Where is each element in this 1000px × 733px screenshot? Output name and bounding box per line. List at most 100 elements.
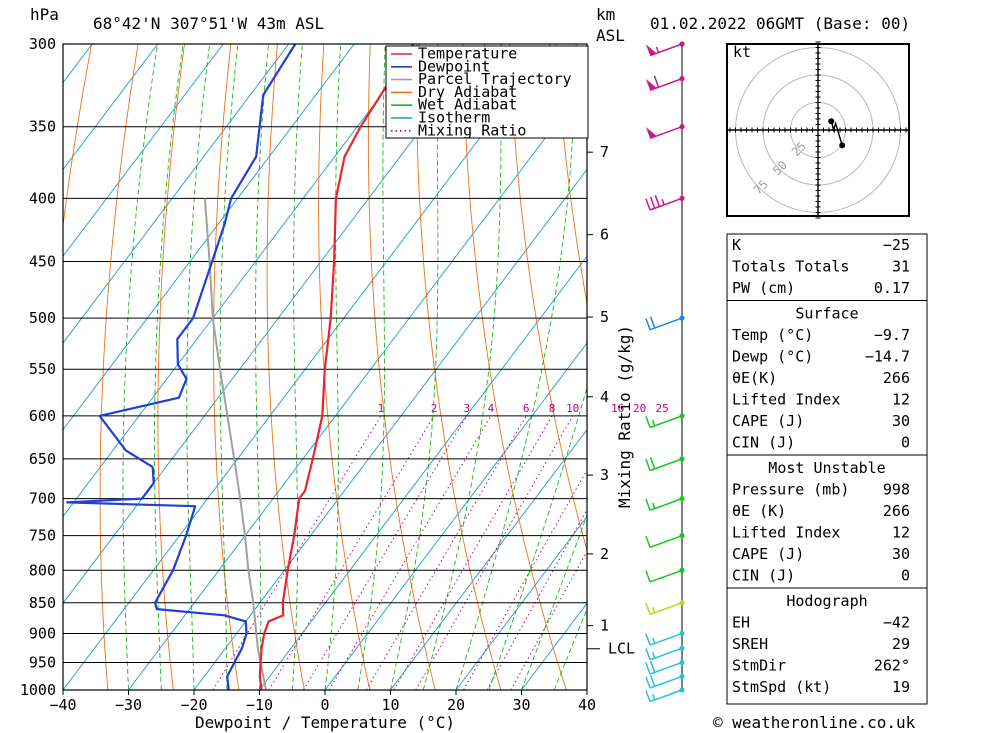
table-row-label: EH	[732, 614, 750, 632]
wind-barb-shaft	[649, 602, 683, 616]
dry-adiabat-line	[213, 44, 240, 690]
pressure-tick-label: 400	[29, 189, 56, 207]
km-tick-label: 3	[600, 466, 609, 484]
table-row-label: CAPE (J)	[732, 545, 804, 563]
dry-adiabat-line	[974, 44, 1000, 690]
table-row-value: 0	[901, 567, 910, 585]
wind-barb-shaft	[649, 689, 683, 703]
table-section-title: Most Unstable	[768, 459, 885, 477]
isotherm-line	[128, 81, 587, 690]
mixing-ratio-line	[303, 415, 468, 690]
table-section-title: Hodograph	[786, 592, 867, 610]
wind-barb-shaft	[649, 569, 683, 583]
wind-barb-shaft	[649, 647, 683, 661]
dry-adiabat-line	[509, 44, 587, 552]
wind-barb-shaft	[649, 317, 683, 331]
wind-barb	[645, 124, 685, 140]
table-row-value: 262°	[874, 657, 910, 675]
pressure-tick-label: 500	[29, 309, 56, 327]
km-tick-label: 7	[600, 143, 609, 161]
pressure-tick-label: 750	[29, 527, 56, 545]
pressure-tick-label: 850	[29, 594, 56, 612]
mixing-ratio-label: 2	[431, 402, 438, 415]
table-row-value: 30	[892, 545, 910, 563]
wind-barb-feather	[649, 660, 656, 673]
table-row-value: 266	[883, 369, 910, 387]
wind-barb	[645, 496, 685, 512]
wind-barb-shaft	[649, 415, 683, 429]
profile-parcel-trajectory	[203, 198, 267, 690]
wind-barb	[645, 630, 685, 646]
wet-adiabat-line	[422, 44, 502, 690]
wind-barb-half-feather	[651, 419, 656, 427]
table-row-value: 30	[892, 412, 910, 430]
footer-credit: © weatheronline.co.uk	[713, 713, 916, 732]
wind-barb-feather	[645, 648, 651, 661]
isotherm-line	[324, 342, 587, 690]
mixing-ratio-label: 10	[566, 402, 579, 415]
wind-barbs	[645, 41, 685, 703]
mixing-ratio-line	[415, 415, 574, 690]
km-label: km	[596, 5, 615, 24]
wind-barb	[645, 645, 685, 661]
wet-adiabat-line	[219, 44, 239, 690]
legend-label: Temperature	[418, 45, 517, 63]
legend-label: Isotherm	[418, 109, 490, 127]
hodograph-unit: kt	[733, 43, 751, 61]
wet-adiabat-line	[154, 44, 184, 690]
wind-barb-half-feather	[661, 198, 665, 206]
table-row-label: SREH	[732, 635, 768, 653]
wind-barb-half-feather	[651, 694, 656, 701]
mixing-ratio-line	[328, 415, 492, 690]
wind-barb-shaft	[649, 458, 683, 472]
wind-barb-feather	[645, 690, 651, 702]
wind-barb-shaft	[649, 77, 683, 92]
dry-adiabat-line	[318, 44, 371, 690]
x-tick-label: 40	[578, 696, 596, 714]
km-tick-label: 6	[600, 226, 609, 244]
wind-barb	[645, 456, 685, 472]
wind-barb	[645, 41, 685, 57]
wet-adiabat-line	[324, 44, 342, 690]
wind-barb-shaft	[649, 197, 683, 211]
wind-barb-half-feather	[651, 652, 656, 659]
table-row-label: CIN (J)	[732, 434, 795, 452]
pressure-tick-label: 700	[29, 490, 56, 508]
location-title: 68°42'N 307°51'W 43m ASL	[93, 14, 324, 33]
table-row-label: PW (cm)	[732, 279, 795, 297]
table-row-label: Dewp (°C)	[732, 348, 813, 366]
pressure-tick-label: 350	[29, 118, 56, 136]
wind-barb-shaft	[649, 43, 683, 57]
pressure-tick-label: 550	[29, 360, 56, 378]
mixing-ratio-axis-title: Mixing Ratio (g/kg)	[615, 325, 634, 508]
legend-label: Dewpoint	[418, 57, 490, 75]
table-row-label: CAPE (J)	[732, 412, 804, 430]
x-tick-label: −40	[49, 696, 76, 714]
wind-barb-pennant	[645, 79, 657, 91]
table-row-value: 266	[883, 502, 910, 520]
legend-label: Parcel Trajectory	[418, 70, 572, 88]
x-tick-label: 0	[320, 696, 329, 714]
km-tick-label: 5	[600, 308, 609, 326]
wind-barb-shaft	[649, 632, 683, 646]
table-row-label: Totals Totals	[732, 258, 849, 276]
mixing-ratio-label: 8	[549, 402, 556, 415]
km-tick-label: 4	[600, 388, 609, 406]
dry-adiabat-line	[367, 44, 436, 690]
table-row-label: Lifted Index	[732, 391, 840, 409]
x-tick-label: 20	[447, 696, 465, 714]
x-tick-label: 10	[381, 696, 399, 714]
wind-barb-shaft	[649, 661, 683, 675]
wind-barb-feather	[645, 198, 651, 211]
isotherm-line	[259, 255, 587, 690]
dry-adiabat-line	[99, 44, 139, 690]
isotherm-line	[63, 44, 159, 171]
isotherm-line	[193, 168, 587, 690]
isotherm-line	[63, 44, 552, 690]
wind-barb-pennant	[645, 44, 657, 56]
table-row-value: −25	[883, 236, 910, 254]
wind-barb-feather	[645, 458, 651, 471]
km-tick-label: 2	[600, 545, 609, 563]
